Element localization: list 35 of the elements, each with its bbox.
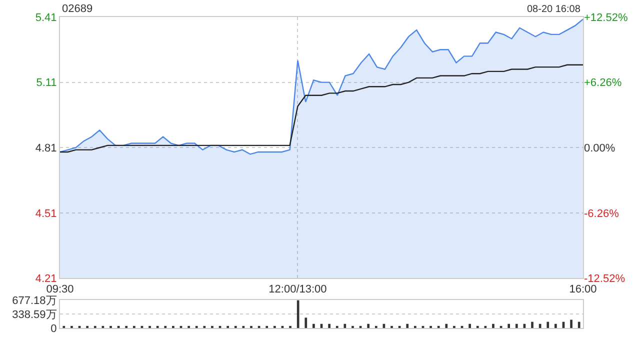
bar [508, 324, 510, 328]
x-tick-label: 16:00 [569, 283, 597, 296]
y2-tick-label: 0.00% [584, 142, 616, 154]
bar [546, 322, 550, 328]
x-tick-label: 09:30 [46, 283, 74, 296]
y-tick-label: 5.11 [36, 77, 57, 90]
bar [445, 324, 448, 328]
y-tick-label: 677.18万 [12, 294, 57, 307]
bar [367, 324, 370, 328]
y2-tick-label: +12.52% [584, 12, 628, 24]
bar [554, 324, 557, 328]
bar [570, 320, 572, 328]
bar [296, 300, 300, 328]
x-tick-label: 12:00/13:00 [268, 283, 327, 296]
y-tick-label: 0 [50, 322, 57, 335]
y2-tick-label: -6.26% [584, 208, 620, 220]
text: 08-20 16:08 [527, 4, 581, 15]
y-tick-label: 4.21 [35, 273, 57, 286]
chart-title: 02689 [62, 3, 93, 15]
bar [304, 318, 308, 328]
y2-tick-label: -12.52% [584, 273, 626, 286]
bar [515, 324, 518, 328]
y-tick-label: 4.81 [35, 142, 57, 154]
y-tick-label: 338.59万 [12, 308, 57, 321]
bar [328, 324, 330, 328]
bar [468, 324, 471, 328]
y-tick-label: 5.41 [35, 12, 57, 24]
bar [531, 322, 534, 328]
bar [578, 322, 580, 328]
bar [406, 324, 409, 328]
bar [312, 324, 315, 328]
line-series [60, 64, 583, 153]
y-tick-label: 4.51 [35, 208, 57, 220]
y2-tick-label: +6.26% [584, 77, 622, 90]
bar [492, 324, 494, 328]
